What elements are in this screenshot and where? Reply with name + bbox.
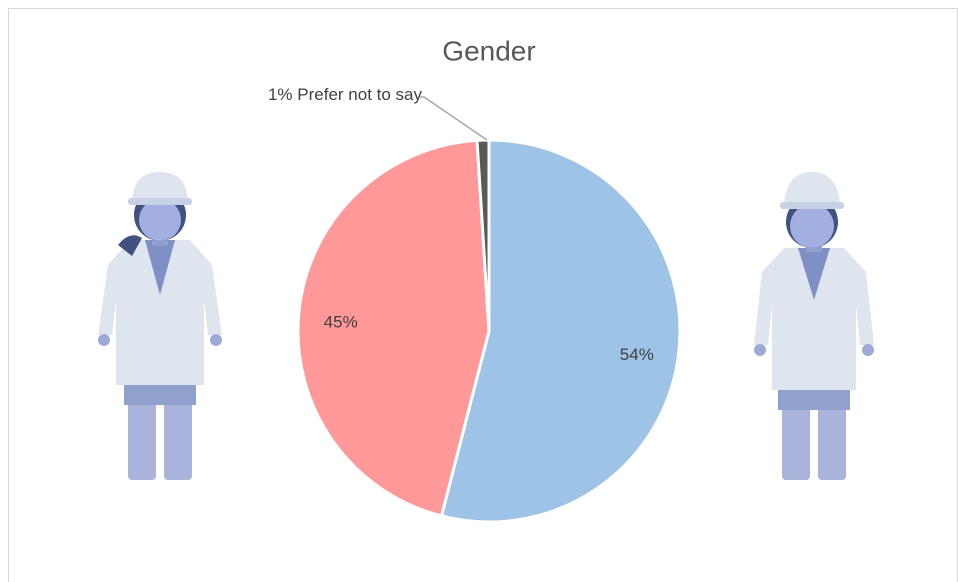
woman-illustration [98, 172, 222, 480]
category-label: Prefer not to say [297, 85, 422, 104]
value-label: 54% [620, 345, 654, 364]
pie-slice [475, 138, 491, 332]
pie-slice [296, 138, 491, 518]
value-label: 1% [267, 85, 293, 104]
leader-line [420, 96, 488, 141]
pie-slice [439, 138, 682, 524]
chart-title: Gender [442, 35, 535, 66]
man-illustration [754, 172, 874, 480]
value-label: 45% [324, 312, 358, 331]
slice-label: 1% Prefer not to say [262, 82, 422, 108]
